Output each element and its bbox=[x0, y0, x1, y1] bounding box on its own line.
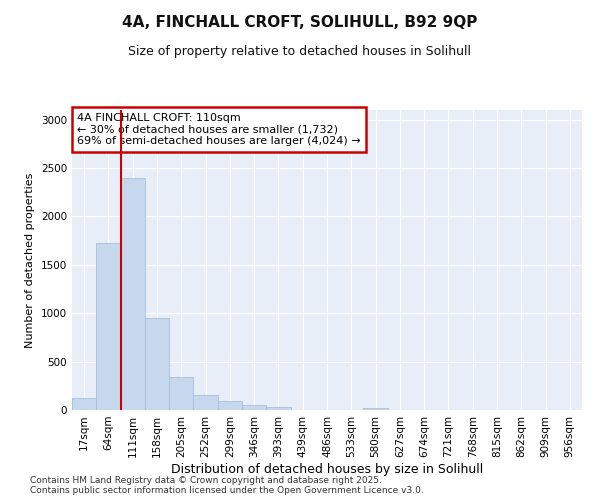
Bar bbox=[242, 404, 266, 410]
Bar bbox=[121, 178, 145, 410]
Bar bbox=[218, 402, 242, 410]
X-axis label: Distribution of detached houses by size in Solihull: Distribution of detached houses by size … bbox=[171, 462, 483, 475]
Y-axis label: Number of detached properties: Number of detached properties bbox=[25, 172, 35, 348]
Text: 4A FINCHALL CROFT: 110sqm
← 30% of detached houses are smaller (1,732)
69% of se: 4A FINCHALL CROFT: 110sqm ← 30% of detac… bbox=[77, 113, 361, 146]
Bar bbox=[266, 406, 290, 410]
Bar bbox=[145, 318, 169, 410]
Bar bbox=[193, 395, 218, 410]
Text: 4A, FINCHALL CROFT, SOLIHULL, B92 9QP: 4A, FINCHALL CROFT, SOLIHULL, B92 9QP bbox=[122, 15, 478, 30]
Bar bbox=[364, 408, 388, 410]
Text: Size of property relative to detached houses in Solihull: Size of property relative to detached ho… bbox=[128, 45, 472, 58]
Bar bbox=[96, 242, 121, 410]
Bar bbox=[72, 398, 96, 410]
Text: Contains HM Land Registry data © Crown copyright and database right 2025.
Contai: Contains HM Land Registry data © Crown c… bbox=[30, 476, 424, 495]
Bar bbox=[169, 377, 193, 410]
